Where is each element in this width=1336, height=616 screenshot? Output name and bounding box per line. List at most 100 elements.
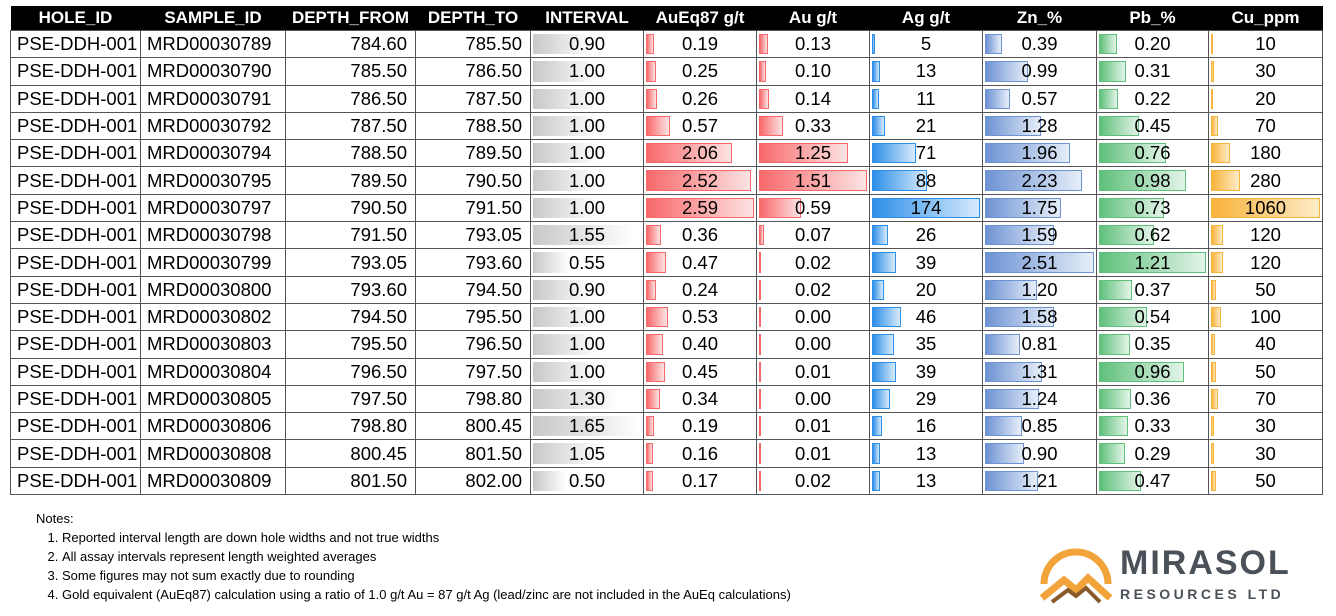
data-bar-au (759, 470, 761, 492)
cell-cu: 120 (1208, 221, 1323, 250)
data-bar-zn (985, 88, 1010, 109)
cell-value: 1.00 (568, 333, 605, 355)
col-header-sample-id: SAMPLE_ID (140, 6, 286, 31)
cell-aueq87: 2.06 (643, 139, 757, 168)
cell-depth-to: 802.00 (415, 466, 531, 496)
cell-value: MRD00030799 (147, 251, 272, 273)
data-bar-aueq87 (646, 279, 656, 300)
cell-cu: 280 (1208, 166, 1323, 195)
cell-aueq87: 2.52 (643, 166, 757, 195)
cell-value: PSE-DDH-001 (17, 224, 138, 246)
cell-value: 798.80 (465, 388, 522, 409)
data-bar-pb (1099, 416, 1129, 437)
cell-value: 280 (1250, 169, 1281, 191)
cell-au: 0.02 (756, 275, 870, 304)
cell-depth-from: 787.50 (285, 111, 416, 141)
data-bar-zn (985, 334, 1021, 355)
cell-pb: 1.21 (1096, 248, 1209, 277)
cell-depth-from: 800.45 (285, 439, 416, 468)
cell-ag: 20 (869, 275, 983, 304)
cell-sample-id: MRD00030808 (140, 439, 286, 468)
data-bar-zn (985, 34, 1002, 55)
cell-pb: 0.98 (1096, 166, 1209, 195)
data-bar-au (759, 197, 802, 219)
cell-au: 1.51 (756, 166, 870, 195)
cell-value: 70 (1255, 388, 1276, 409)
cell-value: 0.47 (1134, 469, 1171, 491)
cell-pb: 0.29 (1096, 439, 1209, 468)
cell-interval: 1.00 (530, 302, 644, 332)
cell-value: 1.00 (568, 196, 605, 218)
cell-value: 0.16 (681, 442, 718, 464)
table-header-row: HOLE_ID SAMPLE_ID DEPTH_FROM DEPTH_TO IN… (10, 6, 1323, 31)
cell-value: 100 (1250, 306, 1281, 328)
data-bar-pb (1099, 388, 1131, 410)
cell-cu: 30 (1208, 412, 1323, 441)
cell-aueq87: 0.17 (643, 466, 757, 496)
data-bar-aueq87 (646, 143, 732, 164)
cell-value: 0.31 (1134, 60, 1171, 82)
cell-value: 1.21 (1134, 251, 1171, 273)
cell-value: MRD00030805 (147, 388, 272, 409)
cell-value: MRD00030797 (147, 196, 272, 218)
cell-value: 0.00 (794, 306, 831, 328)
cell-depth-to: 791.50 (415, 193, 531, 223)
cell-value: 786.50 (465, 60, 522, 82)
cell-value: 50 (1255, 360, 1276, 382)
cell-ag: 39 (869, 248, 983, 277)
mirasol-logo: MIRASOL RESOURCES LTD (1038, 540, 1308, 606)
cell-zn: 1.21 (982, 466, 1097, 496)
data-bar-au (759, 443, 761, 464)
cell-value: 1.00 (568, 60, 605, 82)
cell-value: 2.23 (1021, 169, 1058, 191)
cell-value: 797.50 (350, 388, 407, 409)
table-row: PSE-DDH-001 MRD00030795 789.50 790.50 1.00 2.… (10, 166, 1323, 195)
data-bar-interval (533, 306, 599, 328)
cell-value: 1.65 (568, 415, 605, 437)
cell-depth-from: 795.50 (285, 330, 416, 359)
cell-au: 0.00 (756, 330, 870, 359)
cell-depth-to: 788.50 (415, 111, 531, 141)
cell-value: 785.50 (350, 60, 407, 82)
table-row: PSE-DDH-001 MRD00030789 784.60 785.50 0.90 0.… (10, 29, 1323, 59)
data-bar-pb (1099, 334, 1130, 355)
data-bar-ag (872, 416, 882, 437)
cell-value: PSE-DDH-001 (17, 115, 138, 137)
cell-value: 13 (915, 442, 937, 464)
cell-aueq87: 2.59 (643, 193, 757, 223)
data-bar-interval (533, 88, 599, 109)
col-header-cu: Cu_ppm (1208, 6, 1323, 31)
cell-sample-id: MRD00030802 (140, 302, 286, 332)
cell-value: 0.55 (568, 251, 605, 273)
cell-au: 0.01 (756, 439, 870, 468)
cell-value: 788.50 (465, 115, 522, 137)
data-bar-cu (1211, 470, 1217, 492)
cell-value: 787.50 (465, 87, 522, 109)
cell-depth-from: 794.50 (285, 302, 416, 332)
cell-ag: 174 (869, 193, 983, 223)
cell-depth-to: 793.60 (415, 248, 531, 277)
cell-value: PSE-DDH-001 (17, 388, 138, 409)
data-bar-aueq87 (646, 334, 663, 355)
cell-value: 0.01 (794, 415, 831, 437)
cell-value: MRD00030794 (147, 142, 272, 164)
cell-pb: 0.45 (1096, 111, 1209, 141)
cell-value: 0.07 (794, 224, 831, 246)
cell-depth-from: 791.50 (285, 221, 416, 250)
cell-au: 0.02 (756, 248, 870, 277)
cell-ag: 46 (869, 302, 983, 332)
cell-hole-id: PSE-DDH-001 (10, 439, 141, 468)
cell-value: 1.51 (794, 169, 831, 191)
data-bar-zn (985, 61, 1028, 82)
cell-value: 120 (1250, 224, 1281, 246)
cell-zn: 0.85 (982, 412, 1097, 441)
cell-value: 0.20 (1134, 33, 1171, 55)
cell-value: 0.00 (794, 388, 831, 409)
cell-value: 2.52 (681, 169, 718, 191)
cell-value: 0.85 (1021, 415, 1058, 437)
cell-cu: 70 (1208, 384, 1323, 414)
data-bar-interval (533, 170, 599, 191)
cell-au: 1.25 (756, 139, 870, 168)
data-bar-aueq87 (646, 197, 754, 219)
cell-interval: 1.05 (530, 439, 644, 468)
